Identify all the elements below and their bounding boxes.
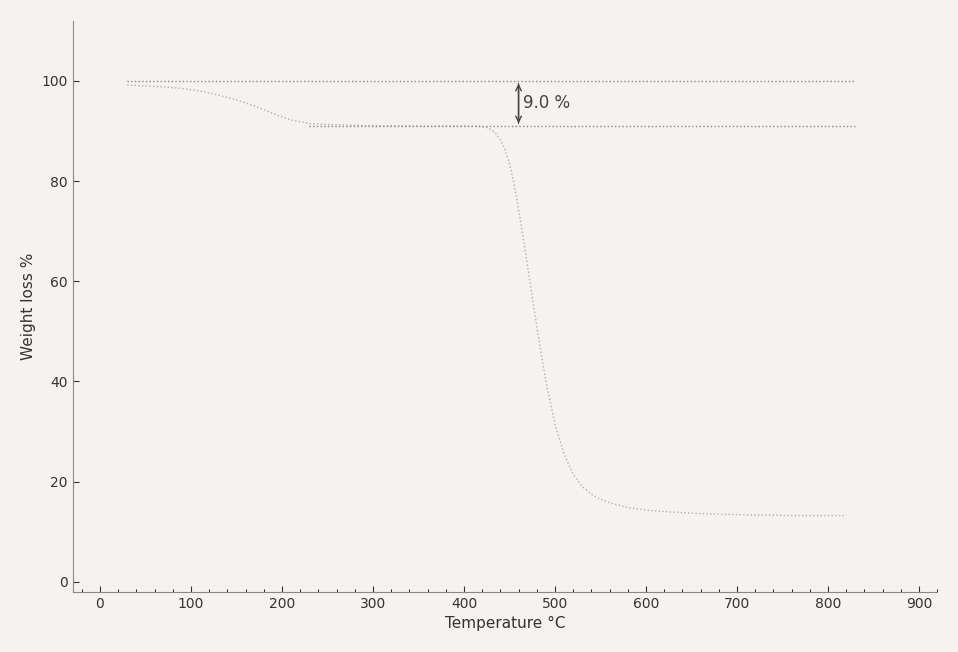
X-axis label: Temperature °C: Temperature °C (445, 616, 565, 631)
Text: 9.0 %: 9.0 % (523, 95, 570, 112)
Y-axis label: Weight loss %: Weight loss % (21, 252, 35, 360)
